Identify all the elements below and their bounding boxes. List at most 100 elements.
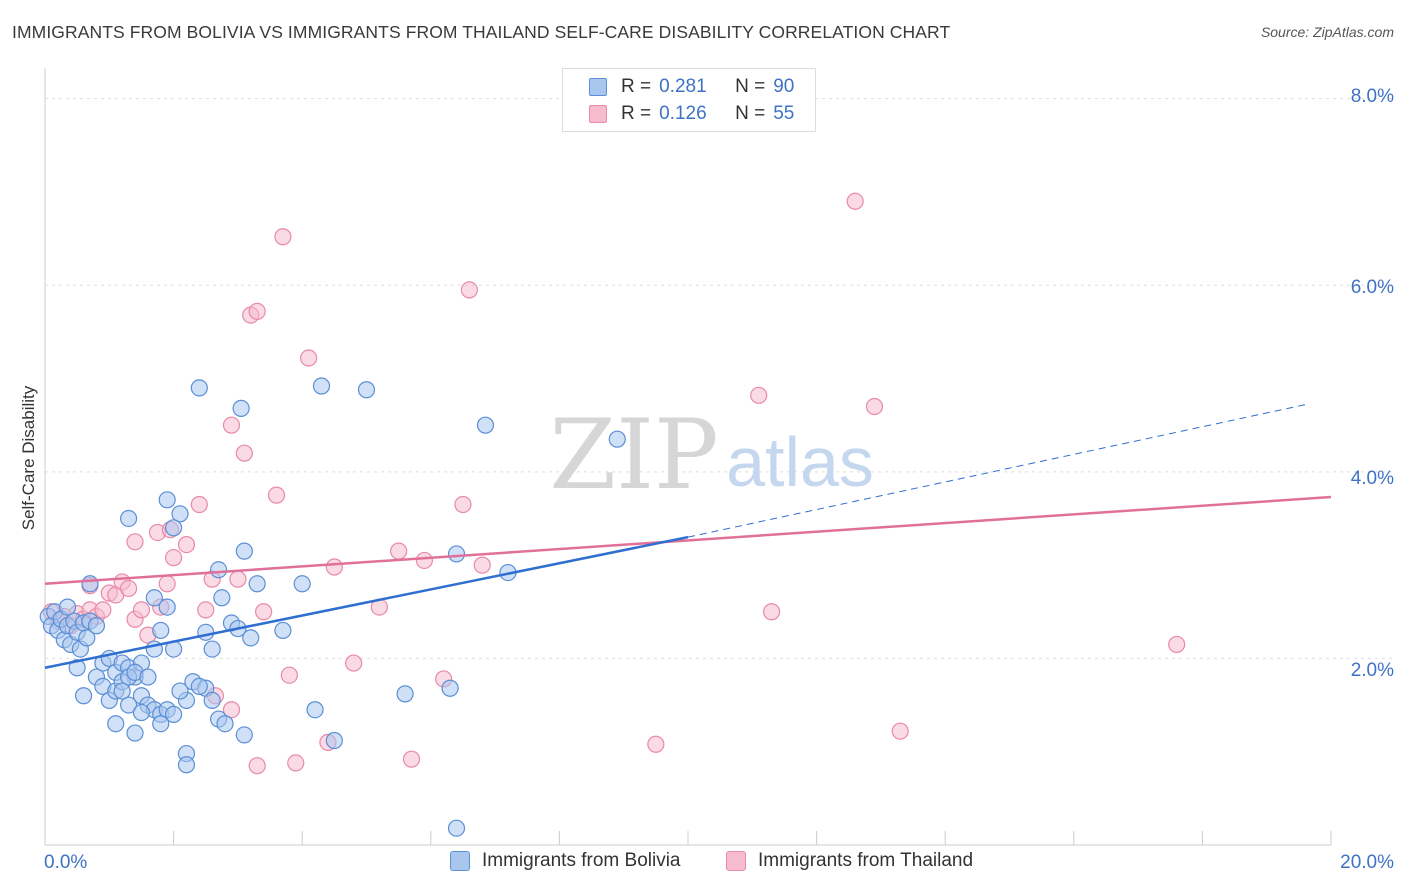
bolivia-point bbox=[171, 505, 189, 523]
chart-title: IMMIGRANTS FROM BOLIVIA VS IMMIGRANTS FR… bbox=[12, 22, 951, 42]
bolivia-point bbox=[87, 617, 106, 635]
thailand-point bbox=[287, 754, 305, 772]
correlation-legend: R = 0.281 N = 90 R = 0.126 N = 55 bbox=[562, 68, 816, 132]
bolivia-point bbox=[190, 677, 208, 696]
thailand-point bbox=[891, 722, 909, 740]
n-label: N = bbox=[735, 103, 766, 124]
thailand-point bbox=[229, 570, 247, 588]
bolivia-point bbox=[248, 575, 266, 593]
legend-item-thailand[interactable]: Immigrants from Thailand bbox=[726, 850, 973, 872]
thailand-point bbox=[267, 486, 286, 504]
bolivia-point bbox=[197, 623, 215, 641]
bolivia-point bbox=[396, 685, 414, 703]
bolivia-point bbox=[132, 703, 151, 722]
bolivia-point bbox=[107, 715, 125, 733]
thailand-point bbox=[325, 558, 343, 576]
bolivia-trend-line bbox=[44, 535, 689, 669]
bolivia-point bbox=[190, 379, 208, 397]
thailand-point bbox=[222, 701, 241, 719]
bolivia-point bbox=[119, 509, 138, 528]
thailand-point bbox=[222, 416, 241, 434]
bolivia-point bbox=[216, 715, 234, 733]
thailand-legend-swatch bbox=[726, 851, 746, 871]
thailand-point bbox=[750, 386, 768, 404]
thailand-point bbox=[647, 735, 665, 753]
thailand-point bbox=[248, 757, 266, 775]
thailand-point bbox=[300, 349, 318, 367]
thailand-point bbox=[345, 654, 363, 672]
bolivia-point bbox=[242, 629, 260, 647]
bolivia-point bbox=[210, 561, 228, 579]
bolivia-point bbox=[312, 377, 331, 395]
x-tick-max: 20.0% bbox=[1340, 852, 1394, 873]
bolivia-point bbox=[476, 416, 495, 434]
bolivia-point bbox=[177, 756, 196, 774]
thailand-point bbox=[402, 750, 421, 768]
bolivia-point bbox=[119, 696, 138, 714]
bolivia-point bbox=[232, 399, 250, 417]
watermark-zip: ZIP bbox=[549, 399, 718, 511]
bolivia-point bbox=[81, 575, 99, 593]
bolivia-point bbox=[68, 659, 86, 677]
bolivia-point bbox=[165, 519, 183, 537]
bolivia-point bbox=[213, 589, 231, 607]
thailand-point bbox=[94, 601, 112, 619]
bolivia-point bbox=[608, 430, 626, 448]
thailand-points bbox=[42, 192, 1186, 775]
thailand-point bbox=[190, 495, 208, 514]
zipatlas-watermark: ZIP atlas bbox=[549, 399, 874, 511]
n-value-thailand: 55 bbox=[773, 103, 795, 124]
bolivia-point bbox=[113, 682, 131, 700]
bolivia-point bbox=[441, 679, 459, 697]
legend-label-thailand: Immigrants from Thailand bbox=[758, 850, 974, 871]
thailand-trend-line bbox=[44, 495, 1332, 586]
thailand-point bbox=[473, 556, 491, 574]
bolivia-point bbox=[152, 621, 170, 640]
series-legend: Immigrants from Bolivia Immigrants from … bbox=[0, 850, 1406, 878]
thailand-point bbox=[132, 601, 151, 619]
thailand-point bbox=[158, 575, 176, 593]
thailand-point bbox=[1168, 635, 1186, 654]
thailand-point bbox=[390, 542, 408, 560]
n-label: N = bbox=[735, 76, 766, 97]
bolivia-points bbox=[39, 377, 626, 837]
r-value-thailand: 0.126 bbox=[659, 103, 707, 124]
bolivia-point bbox=[152, 715, 170, 733]
thailand-point bbox=[762, 603, 781, 621]
thailand-point bbox=[197, 601, 215, 619]
thailand-point bbox=[235, 444, 253, 462]
x-tick-min: 0.0% bbox=[44, 852, 88, 873]
bolivia-point bbox=[235, 542, 253, 560]
thailand-point bbox=[177, 535, 196, 554]
thailand-point bbox=[846, 192, 864, 210]
bolivia-point bbox=[203, 640, 221, 658]
legend-item-bolivia[interactable]: Immigrants from Bolivia bbox=[450, 850, 681, 872]
thailand-point bbox=[280, 666, 298, 684]
r-value-bolivia: 0.281 bbox=[659, 76, 707, 97]
bolivia-trend-extension bbox=[687, 404, 1306, 538]
bolivia-point bbox=[447, 545, 466, 563]
bolivia-point bbox=[447, 819, 466, 837]
r-label: R = bbox=[621, 76, 652, 97]
bolivia-point bbox=[203, 691, 221, 709]
source-label: Source: ZipAtlas.com bbox=[1260, 24, 1394, 40]
legend-label-bolivia: Immigrants from Bolivia bbox=[482, 850, 681, 871]
y-tick-8: 8.0% bbox=[1350, 86, 1394, 107]
legend-row-bolivia: R = 0.281 N = 90 bbox=[589, 75, 794, 99]
bolivia-point bbox=[158, 598, 176, 616]
bolivia-point bbox=[171, 682, 189, 700]
thailand-point bbox=[460, 281, 478, 299]
bolivia-legend-swatch bbox=[450, 851, 470, 871]
bolivia-point bbox=[274, 621, 292, 640]
bolivia-point bbox=[293, 575, 311, 593]
bolivia-point bbox=[126, 724, 144, 742]
bolivia-point bbox=[58, 598, 77, 616]
bolivia-point bbox=[74, 687, 93, 705]
gridlines bbox=[45, 98, 1392, 659]
bolivia-point bbox=[325, 731, 343, 750]
bolivia-point bbox=[145, 589, 163, 607]
watermark-atlas: atlas bbox=[726, 423, 874, 501]
axes bbox=[44, 68, 1332, 846]
n-value-bolivia: 90 bbox=[773, 76, 795, 97]
